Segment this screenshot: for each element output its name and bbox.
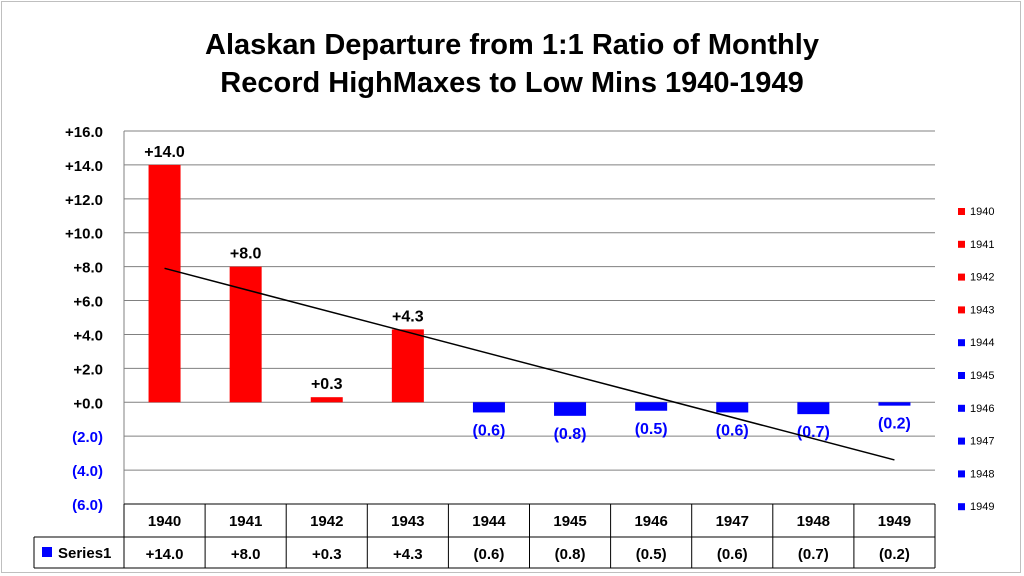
y-tick-label: (4.0) — [72, 463, 103, 480]
table-value: +4.3 — [393, 546, 423, 563]
bar-1943 — [391, 329, 424, 403]
table-value: (0.2) — [879, 546, 910, 563]
category-label: 1941 — [229, 513, 262, 530]
data-label-1941: +8.0 — [230, 246, 262, 263]
table-value: +0.3 — [312, 546, 342, 563]
legend-label-1947: 1947 — [970, 436, 994, 448]
bar-1946 — [635, 402, 668, 411]
bar-1948 — [797, 402, 830, 415]
data-label-1946: (0.5) — [635, 421, 668, 438]
table-value: (0.7) — [798, 546, 829, 563]
legend-key-1945 — [958, 372, 965, 379]
y-tick-label: +14.0 — [65, 158, 103, 175]
y-tick-label: (2.0) — [72, 429, 103, 446]
bars — [148, 164, 911, 416]
data-label-1940: +14.0 — [144, 144, 185, 161]
legend-label-1948: 1948 — [970, 468, 994, 480]
category-label: 1946 — [634, 513, 667, 530]
table-row-key: Series1 — [58, 545, 111, 562]
y-tick-label: +16.0 — [65, 124, 103, 141]
legend-label-1944: 1944 — [970, 337, 994, 349]
y-tick-label: +4.0 — [73, 327, 103, 344]
table-legend-key — [42, 547, 52, 557]
table-value: (0.6) — [474, 546, 505, 563]
legend-label-1946: 1946 — [970, 403, 994, 415]
y-tick-label: +12.0 — [65, 192, 103, 209]
y-tick-label: +10.0 — [65, 226, 103, 243]
legend-key-1943 — [958, 306, 965, 314]
data-label-1944: (0.6) — [472, 422, 505, 439]
trendline-group — [164, 267, 895, 461]
data-label-1949: (0.2) — [878, 416, 911, 433]
table-value: (0.8) — [555, 546, 586, 563]
trendline — [164, 267, 895, 461]
y-axis: +16.0 +14.0 +12.0 +10.0 +8.0 +6.0 +4.0 +2.0 +0.0… — [65, 124, 103, 514]
legend-key-1947 — [958, 437, 965, 445]
category-label: 1949 — [878, 513, 911, 530]
bar-1945 — [554, 402, 587, 416]
table-value: (0.5) — [636, 546, 667, 563]
bar-1947 — [716, 402, 749, 413]
table-value: +8.0 — [231, 546, 261, 563]
bar-1944 — [472, 402, 505, 413]
legend-key-1946 — [958, 404, 965, 412]
category-label: 1943 — [391, 513, 424, 530]
y-tick-label: +8.0 — [73, 260, 103, 277]
legend-key-1940 — [958, 208, 965, 215]
bar-1942 — [310, 397, 343, 403]
data-table: 1940 +14.0 1941 +8.0 1942 +0.3 1943 +4.3 1944 (0.… — [33, 503, 936, 569]
category-label: 1944 — [472, 513, 506, 530]
legend-label-1942: 1942 — [970, 272, 994, 284]
chart-title-line-1: Alaskan Departure from 1:1 Ratio of Mont… — [205, 29, 819, 61]
data-label-1942: +0.3 — [311, 376, 343, 393]
category-label: 1947 — [716, 513, 749, 530]
category-label: 1948 — [797, 513, 830, 530]
data-label-1945: (0.8) — [554, 426, 587, 443]
table-value: +14.0 — [146, 546, 184, 563]
legend-key-1948 — [958, 470, 965, 478]
legend-key-1941 — [958, 240, 965, 248]
table-value: (0.6) — [717, 546, 748, 563]
data-label-1943: +4.3 — [392, 308, 424, 325]
y-tick-label: +6.0 — [73, 294, 103, 311]
legend-label-1940: 1940 — [970, 206, 994, 218]
legend-label-1943: 1943 — [970, 304, 994, 316]
bar-1949 — [878, 402, 911, 406]
y-tick-label: +0.0 — [73, 395, 103, 412]
legend-label-1949: 1949 — [970, 501, 994, 513]
legend-label-1945: 1945 — [970, 370, 994, 382]
legend-key-1942 — [958, 273, 965, 281]
y-tick-label: +2.0 — [73, 361, 103, 378]
category-label: 1945 — [553, 513, 586, 530]
category-label: 1940 — [148, 513, 181, 530]
legend-key-1944 — [958, 339, 965, 347]
legend: 1940 1941 1942 1943 1944 1945 1946 1947 1948 1949 — [958, 206, 994, 513]
legend-label-1941: 1941 — [970, 239, 994, 251]
category-label: 1942 — [310, 513, 343, 530]
chart-title-line-2: Record HighMaxes to Low Mins 1940-1949 — [220, 67, 803, 99]
data-label-1947: (0.6) — [716, 422, 749, 439]
y-tick-label: (6.0) — [72, 497, 103, 514]
bar-1940 — [148, 164, 181, 403]
legend-key-1949 — [958, 503, 965, 511]
